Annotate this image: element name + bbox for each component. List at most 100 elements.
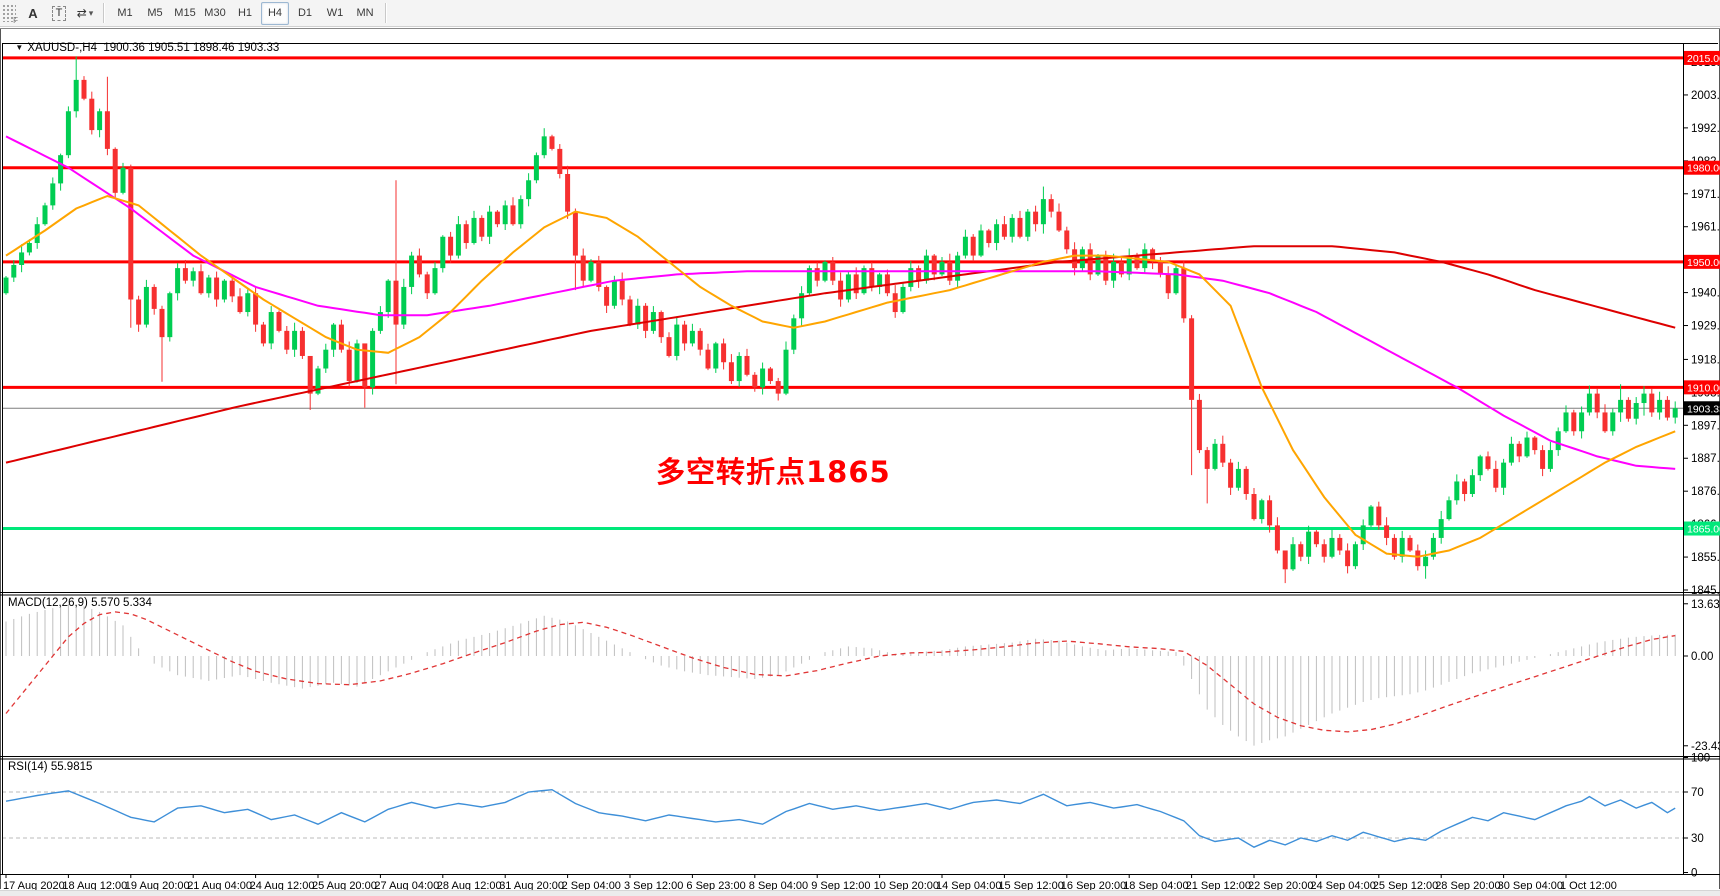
time-tick-label[interactable]: 21 Aug 04:00: [187, 880, 252, 892]
price-tag-1865.00-bg[interactable]: [1684, 521, 1720, 536]
time-tick-label[interactable]: 14 Sep 04:00: [936, 880, 1001, 892]
chart-canvas[interactable]: 2013.702003.201992.701982.201971.701961.…: [0, 28, 1720, 896]
price-tag-1980.00-bg[interactable]: [1684, 160, 1720, 175]
time-tick-label[interactable]: 24 Aug 12:00: [250, 880, 315, 892]
price-tag-2015.00-bg[interactable]: [1684, 50, 1720, 65]
timeframe-button-D1[interactable]: D1: [297, 7, 313, 19]
price-tick-label: 1897.90: [1691, 420, 1720, 432]
candle-body: [643, 305, 649, 331]
macd-signal-line: [5, 611, 1676, 733]
time-tick-label[interactable]: 18 Sep 04:00: [1123, 880, 1188, 892]
time-tick-label[interactable]: 15 Sep 12:00: [998, 880, 1063, 892]
toolbar: F A T ⇄ ▾ M1 M5 M15 M30 H1 H4 D1 W1 MN: [0, 0, 1720, 27]
candle-body: [572, 211, 578, 256]
candle-body: [1407, 537, 1413, 551]
price-tick-label: 2003.20: [1691, 90, 1720, 102]
candle-body: [1267, 500, 1273, 526]
timeframe-button-M1[interactable]: M1: [117, 7, 133, 19]
time-tick-label[interactable]: 18 Aug 12:00: [62, 880, 127, 892]
timeframe-button-H1[interactable]: H1: [237, 7, 253, 19]
time-tick-label[interactable]: 21 Sep 12:00: [1186, 880, 1251, 892]
candle-body: [1415, 550, 1421, 567]
chart-annotation-text[interactable]: 多空转折点1865: [656, 455, 891, 489]
time-tick-label[interactable]: 27 Aug 04:00: [374, 880, 439, 892]
candle-body: [1368, 506, 1374, 526]
text-label-button[interactable]: T: [47, 2, 71, 25]
candle-body: [689, 330, 695, 344]
time-tick-label[interactable]: 25 Sep 12:00: [1373, 880, 1438, 892]
time-tick-label[interactable]: 22 Sep 20:00: [1248, 880, 1313, 892]
candle-body: [494, 211, 500, 225]
time-tick-label[interactable]: 31 Aug 20:00: [499, 880, 564, 892]
timeframe-button-W1[interactable]: W1: [326, 7, 344, 19]
collapse-panel-icon[interactable]: ▼: [15, 43, 24, 52]
candle-body: [1501, 462, 1507, 488]
candle-body: [1462, 481, 1468, 495]
cursor-arrows-icon: ⇄: [76, 6, 87, 20]
time-tick-label[interactable]: 24 Sep 04:00: [1310, 880, 1375, 892]
candle-body: [518, 199, 524, 225]
candle-body: [440, 236, 446, 269]
price-tag-1950.00-bg[interactable]: [1684, 254, 1720, 269]
candle-body: [916, 268, 922, 281]
candle-body: [97, 111, 103, 131]
candle-body: [869, 268, 875, 287]
time-tick-label[interactable]: 9 Sep 12:00: [811, 880, 870, 892]
timeframe-button-M30[interactable]: M30: [204, 7, 226, 19]
candle-body: [596, 261, 602, 287]
candle-body: [463, 224, 469, 244]
cursor-tools-button[interactable]: ⇄ ▾: [73, 2, 97, 25]
candle-body: [767, 368, 773, 382]
time-tick-label[interactable]: 6 Sep 23:00: [686, 880, 745, 892]
ma-mid-magenta: [5, 135, 1676, 470]
candle-body: [455, 224, 461, 256]
candle-body: [853, 274, 859, 294]
candle-body: [1056, 211, 1062, 231]
candle-body: [19, 252, 25, 265]
time-tick-label[interactable]: 8 Sep 04:00: [749, 880, 808, 892]
price-tick-label: 1845.40: [1691, 585, 1720, 597]
time-tick-label[interactable]: 16 Sep 20:00: [1061, 880, 1126, 892]
candle-body: [1477, 456, 1483, 476]
candle-body: [1243, 468, 1249, 495]
timeframe-button-M15[interactable]: M15: [174, 7, 196, 19]
rsi-tick-label: 0: [1691, 868, 1697, 880]
candle-body: [565, 174, 571, 212]
candle-body: [338, 324, 344, 350]
candle-body: [970, 236, 976, 256]
candle-body: [1438, 519, 1444, 538]
toolbar-grip-icon[interactable]: F: [2, 4, 18, 25]
timeframe-button-MN[interactable]: MN: [356, 7, 374, 19]
time-tick-label[interactable]: 10 Sep 20:00: [874, 880, 939, 892]
time-tick-label[interactable]: 25 Aug 20:00: [312, 880, 377, 892]
macd-indicator-label: MACD(12,26,9) 5.570 5.334: [8, 597, 152, 609]
time-tick-label[interactable]: 28 Sep 20:00: [1435, 880, 1500, 892]
time-tick-label[interactable]: 3 Sep 12:00: [624, 880, 683, 892]
time-tick-label[interactable]: 2 Sep 04:00: [562, 880, 621, 892]
price-tick-label: 1961.20: [1691, 222, 1720, 234]
time-tick-label[interactable]: 28 Aug 12:00: [437, 880, 502, 892]
time-tick-label[interactable]: 19 Aug 20:00: [125, 880, 190, 892]
chevron-down-icon: ▾: [88, 7, 94, 18]
candle-body: [198, 271, 204, 294]
candle-body: [299, 330, 305, 356]
chart-window-background: [0, 28, 1720, 889]
time-tick-label[interactable]: 17 Aug 2020: [3, 880, 65, 892]
timeframe-button-M5[interactable]: M5: [147, 7, 163, 19]
candle-body: [658, 312, 664, 338]
time-tick-label[interactable]: 30 Sep 04:00: [1498, 880, 1563, 892]
low-value: 1898.46: [192, 42, 235, 54]
arrow-style-button[interactable]: A: [21, 2, 45, 25]
candle-body: [1103, 255, 1109, 281]
price-tick-label: 1855.90: [1691, 552, 1720, 564]
timeframe-button-H4[interactable]: H4: [261, 1, 289, 25]
open-value: 1900.36: [103, 42, 145, 54]
candle-body: [1469, 475, 1475, 495]
candle-body: [1220, 443, 1226, 463]
candle-body: [814, 268, 820, 281]
price-tag-1910.00-bg[interactable]: [1684, 380, 1720, 395]
candle-body: [1048, 199, 1054, 212]
candle-body: [1352, 544, 1358, 567]
candle-body: [760, 368, 766, 388]
time-tick-label[interactable]: 1 Oct 12:00: [1560, 880, 1617, 892]
